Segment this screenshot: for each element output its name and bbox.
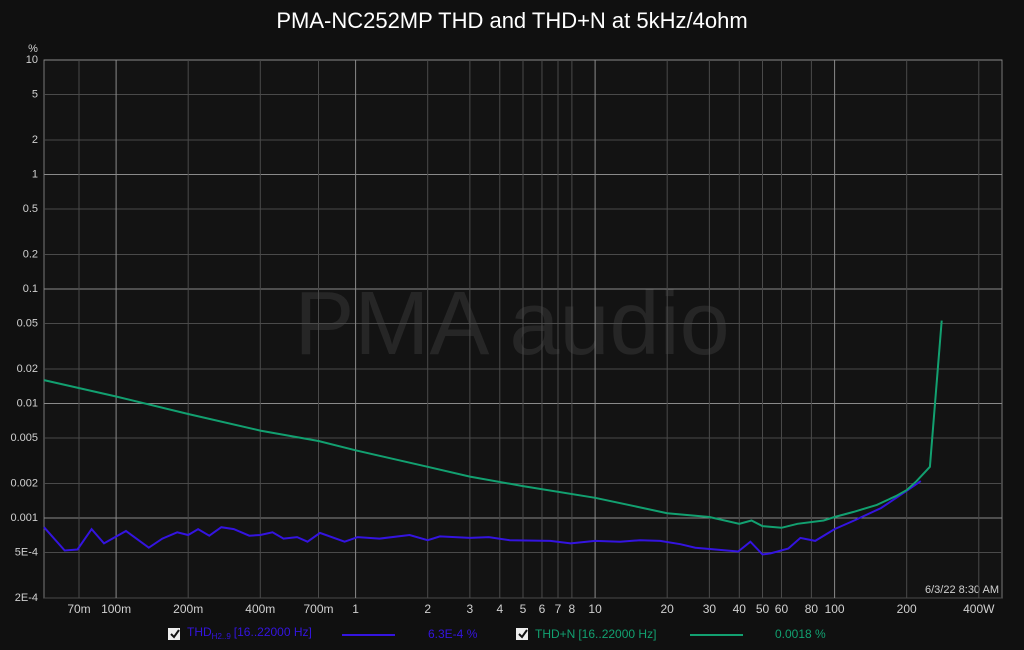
legend-label: THDH2..9 [16..22000 Hz] bbox=[187, 625, 312, 641]
y-tick-label: 5E-4 bbox=[15, 546, 38, 558]
x-tick-label: 5 bbox=[520, 602, 527, 616]
check-mark bbox=[518, 629, 528, 639]
x-tick-label: 700m bbox=[303, 602, 333, 616]
y-axis-label: % bbox=[28, 43, 38, 55]
data-line bbox=[43, 320, 943, 529]
check-mark bbox=[170, 629, 180, 639]
data-line bbox=[43, 480, 922, 556]
y-tick-label: 0.1 bbox=[23, 283, 38, 295]
legend-readout: 6.3E-4 % bbox=[428, 627, 478, 641]
x-tick-label: 1 bbox=[352, 602, 359, 616]
x-tick-label: 200m bbox=[173, 602, 203, 616]
x-tick-label: 400m bbox=[245, 602, 275, 616]
legend: THDH2..9 [16..22000 Hz] 6.3E-4 % THD+N [16… bbox=[168, 625, 826, 641]
y-tick-label: 0.01 bbox=[17, 397, 38, 409]
x-tick-label: 400W bbox=[963, 602, 995, 616]
y-tick-label: 0.002 bbox=[10, 477, 38, 489]
y-tick-label: 0.005 bbox=[10, 432, 38, 444]
x-tick-label: 20 bbox=[661, 602, 675, 616]
legend-checkbox[interactable] bbox=[516, 628, 528, 640]
y-tick-label: 0.001 bbox=[10, 512, 38, 524]
x-tick-label: 70m bbox=[67, 602, 90, 616]
y-tick-label: 10 bbox=[26, 54, 38, 66]
x-tick-label: 4 bbox=[496, 602, 503, 616]
y-tick-label: 2E-4 bbox=[15, 592, 38, 604]
y-tick-label: 5 bbox=[32, 88, 38, 100]
x-tick-label: 50 bbox=[756, 602, 770, 616]
y-tick-label: 0.2 bbox=[23, 248, 38, 260]
chart-title: PMA-NC252MP THD and THD+N at 5kHz/4ohm bbox=[276, 8, 747, 33]
y-tick-label: 0.5 bbox=[23, 203, 38, 215]
legend-readout: 0.0018 % bbox=[775, 627, 826, 641]
x-tick-label: 8 bbox=[569, 602, 576, 616]
x-tick-label: 100 bbox=[825, 602, 845, 616]
x-tick-label: 2 bbox=[424, 602, 431, 616]
x-tick-label: 40 bbox=[733, 602, 747, 616]
x-tick-label: 80 bbox=[805, 602, 819, 616]
legend-label: THD+N [16..22000 Hz] bbox=[535, 627, 656, 641]
x-tick-label: 30 bbox=[703, 602, 717, 616]
x-tick-label: 100m bbox=[101, 602, 131, 616]
x-tick-label: 200 bbox=[897, 602, 917, 616]
y-tick-label: 2 bbox=[32, 134, 38, 146]
y-tick-label: 0.02 bbox=[17, 363, 38, 375]
x-tick-label: 3 bbox=[467, 602, 474, 616]
legend-checkbox[interactable] bbox=[168, 628, 180, 640]
y-tick-label: 0.05 bbox=[17, 317, 38, 329]
y-tick-label: 1 bbox=[32, 168, 38, 180]
x-tick-label: 6 bbox=[539, 602, 546, 616]
x-tick-label: 10 bbox=[588, 602, 602, 616]
x-tick-label: 60 bbox=[775, 602, 789, 616]
timestamp: 6/3/22 8:30 AM bbox=[925, 584, 999, 596]
x-tick-label: 7 bbox=[555, 602, 562, 616]
